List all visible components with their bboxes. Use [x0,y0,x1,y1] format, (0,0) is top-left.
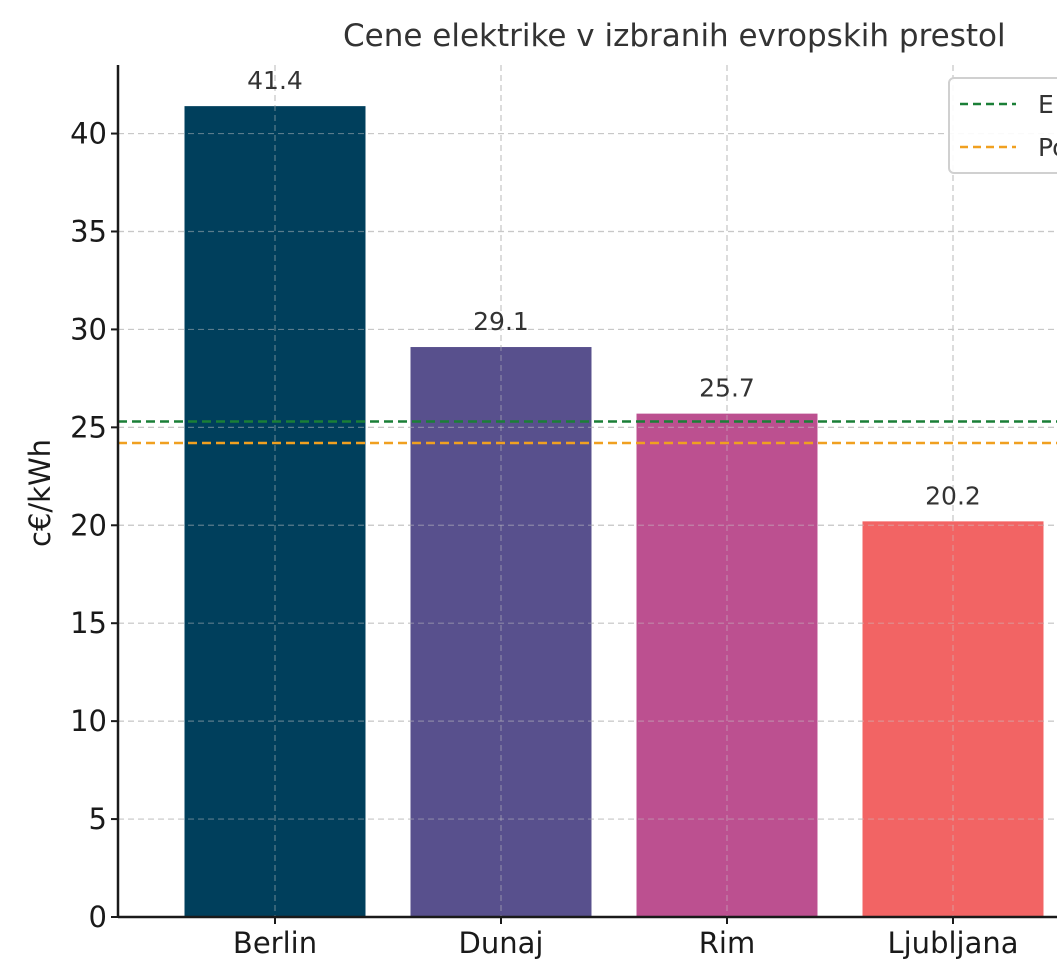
x-tick-label: Dunaj [459,926,544,960]
x-tick-label: Ljubljana [887,926,1018,960]
y-tick-label: 0 [89,900,107,934]
bar-ljubljana [862,521,1044,917]
data-label-rim: 25.7 [699,374,755,403]
y-tick-label: 40 [70,117,107,151]
x-tick-labels: Berlin Dunaj Rim Ljubljana [233,917,1019,960]
x-tick-label: Rim [699,926,755,960]
bars [118,65,1057,917]
y-tick-label: 30 [70,312,107,346]
data-label-berlin: 41.4 [247,66,303,95]
y-tick-label: 5 [89,802,107,836]
y-tick-label: 10 [70,704,107,738]
y-tick-label: 25 [70,410,107,444]
data-label-ljubljana: 20.2 [925,481,981,510]
y-tick-label: 20 [70,508,107,542]
bar-rim [636,413,818,917]
legend-box [948,77,1057,174]
y-tick-label: 35 [70,214,107,248]
bar-berlin [184,106,366,917]
grid-overlay [118,65,1057,917]
data-label-dunaj: 29.1 [473,307,529,336]
legend: E Po [948,77,1057,174]
chart-title: Cene elektrike v izbranih evropskih pres… [343,18,1006,54]
y-tick-labels: 0 5 10 15 20 25 30 35 40 [70,117,118,934]
bar-dunaj [410,347,592,917]
legend-label: Po [1038,133,1057,162]
y-axis-title: c€/kWh [23,439,57,547]
legend-label: E [1038,90,1054,119]
y-tick-label: 15 [70,606,107,640]
data-labels: 41.4 29.1 25.7 20.2 [247,66,981,510]
x-tick-label: Berlin [233,926,317,960]
